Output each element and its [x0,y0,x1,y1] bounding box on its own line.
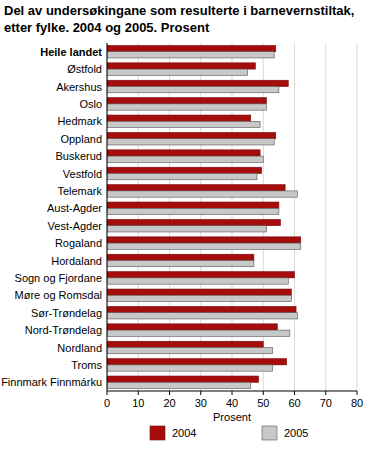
category-label: Møre og Romsdal [15,289,102,301]
bar [107,63,255,69]
tick-label: 40 [226,397,238,409]
bar [107,365,273,371]
bar [107,243,301,249]
grid-line [357,43,358,391]
category-label: Østfold [67,63,102,75]
category-label: Telemark [57,185,102,197]
title: Del av undersøkingane som resulterte i b… [4,2,370,36]
bar [107,348,273,354]
category-label: Hordaland [51,255,102,267]
category-label: Oslo [79,98,102,110]
category-label: Aust-Agder [47,202,102,214]
tick-mark [325,391,326,395]
bar [107,202,279,208]
bar [107,376,259,382]
category-label: Sogn og Fjordane [15,272,102,284]
category-label: Finnmark Finnmárku [1,376,102,388]
y-axis [107,43,108,391]
bar [107,156,263,162]
tick-label: 70 [320,397,332,409]
category-label: Vest-Agder [48,220,103,232]
tick-label: 60 [288,397,300,409]
tick-label: 80 [351,397,363,409]
bar [107,341,263,347]
grid-line [232,43,233,391]
grid-line [138,43,139,391]
category-label: Akershus [56,81,102,93]
bar [107,121,260,127]
bar [107,330,290,336]
bar [107,226,266,232]
tick-label: 10 [132,397,144,409]
bar [107,174,257,180]
category-label: Hedmark [57,115,102,127]
category-label: Sør-Trøndelag [31,307,102,319]
grid-line [107,43,108,391]
grid-line [325,43,326,391]
tick-mark [263,391,264,395]
grid-line [263,43,264,391]
tick-label: 50 [257,397,269,409]
category-label: Oppland [60,133,102,145]
category-label: Vestfold [63,168,102,180]
bar [107,306,296,312]
tick-mark [169,391,170,395]
bar [107,132,276,138]
category-label: Heile landet [40,46,102,58]
tick-mark [200,391,201,395]
legend-swatch [150,426,165,440]
bar [107,219,280,225]
tick-label: 20 [163,397,175,409]
tick-mark [232,391,233,395]
bar [107,272,295,278]
bar [107,45,276,51]
bar [107,254,254,260]
chart: 0 10 20 30 40 50 60 70 80 Heile landet Østfold Aker… [0,0,374,454]
bar [107,289,291,295]
bar [107,313,298,319]
category-label: Nordland [57,342,102,354]
legend-label: 2005 [284,427,308,439]
tick-mark [294,391,295,395]
x-axis [107,391,357,392]
axis-label: Prosent [213,411,251,423]
legend-swatch [262,426,277,440]
bar [107,208,279,214]
bar [107,69,248,75]
bar [107,359,287,365]
bar [107,80,288,86]
legend-label: 2004 [172,427,196,439]
bar [107,98,266,104]
bar [107,382,251,388]
bar [107,278,288,284]
bar [107,150,260,156]
tick-label: 30 [195,397,207,409]
category-label: Buskerud [56,150,102,162]
bar [107,139,274,145]
bar [107,237,301,243]
bar [107,324,277,330]
bar [107,52,274,58]
tick-mark [138,391,139,395]
bar [107,191,298,197]
bar [107,104,266,110]
bar [107,115,251,121]
category-label: Nord-Trøndelag [25,324,102,336]
tick-label: 0 [104,397,110,409]
category-label: Rogaland [55,237,102,249]
bar [107,185,285,191]
tick-mark [107,391,108,395]
bars [107,45,301,388]
tick-mark [357,391,358,395]
category-label: Troms [71,359,102,371]
bar [107,167,262,173]
grid-line [169,43,170,391]
bar [107,295,291,301]
grid-line [294,43,295,391]
grid-line [200,43,201,391]
bar [107,87,279,93]
bar [107,261,254,267]
